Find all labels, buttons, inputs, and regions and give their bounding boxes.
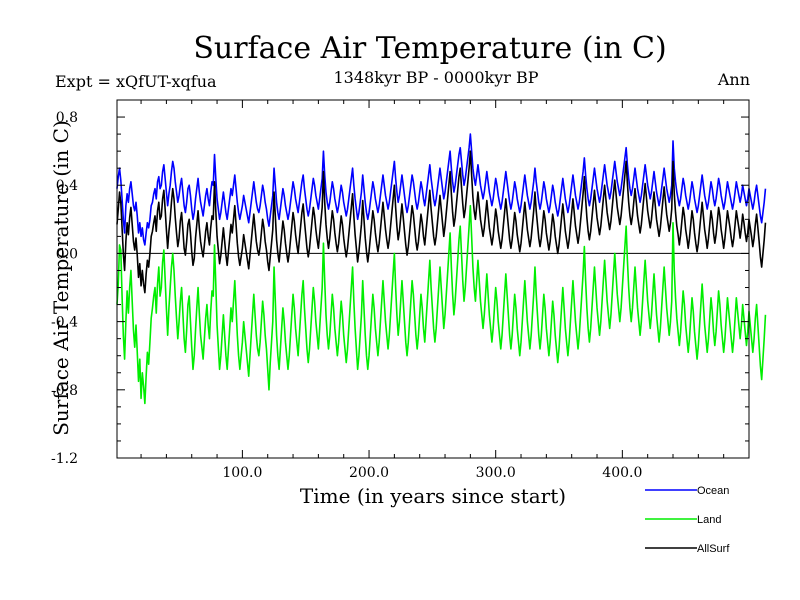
legend: Ocean Land AllSurf — [645, 485, 730, 555]
series-line-allsurf — [116, 150, 767, 294]
chart-subtitle: 1348kyr BP - 0000kyr BP — [334, 68, 539, 87]
chart-title: Surface Air Temperature (in C) — [193, 31, 666, 66]
season-label: Ann — [717, 70, 750, 89]
legend-label-ocean: Ocean — [697, 485, 729, 497]
x-tick-label: 400.0 — [602, 465, 642, 481]
y-tick-label: 0.4 — [56, 178, 78, 194]
plot-frame — [116, 99, 750, 459]
x-axis-label: Time (in years since start) — [300, 484, 566, 508]
series-line-land — [116, 204, 767, 405]
y-tick-label: -0.4 — [51, 315, 78, 331]
legend-label-allsurf: AllSurf — [697, 543, 730, 555]
y-tick-label: -1.2 — [51, 451, 78, 467]
x-tick-label: 200.0 — [349, 465, 389, 481]
y-axis-label: Surface Air Temperature (in C) — [49, 120, 73, 436]
tick-layer: 0.8 0.4 0.0 -0.4 -0.8 -1.2 100.0 200.0 300.0 400.… — [51, 99, 749, 481]
series-layer — [116, 133, 767, 405]
experiment-label: Expt = xQfUT-xqfua — [55, 72, 217, 91]
y-tick-label: 0.0 — [56, 246, 78, 262]
x-tick-label: 100.0 — [222, 465, 262, 481]
series-line-ocean — [116, 133, 767, 246]
legend-label-land: Land — [697, 514, 721, 526]
y-tick-label: -0.8 — [51, 383, 78, 399]
x-tick-label: 300.0 — [476, 465, 516, 481]
y-tick-label: 0.8 — [56, 110, 78, 126]
